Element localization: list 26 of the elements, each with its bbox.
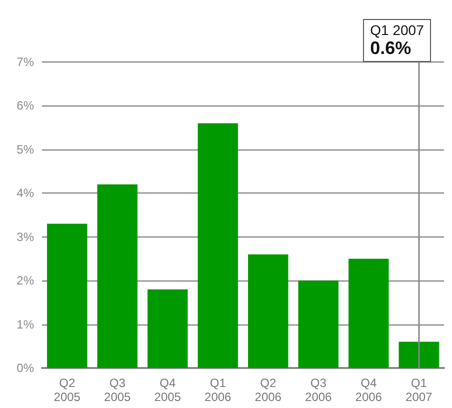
bar — [298, 280, 338, 368]
y-tick-label: 5% — [16, 142, 34, 156]
x-tick-label: Q1 2006 — [204, 376, 232, 404]
y-tick-label: 6% — [16, 98, 34, 113]
x-tick-label: Q1 2007 — [406, 376, 433, 404]
y-tick-label: 3% — [16, 230, 34, 244]
bar — [248, 254, 288, 368]
bar — [398, 342, 439, 368]
bar — [198, 123, 238, 368]
x-tick-label: Q3 2006 — [305, 376, 332, 404]
x-tick-label: Q2 2005 — [54, 376, 81, 404]
y-tick-label: 2% — [16, 274, 34, 288]
bar — [47, 224, 88, 368]
y-tick-label: 7% — [16, 55, 34, 69]
bar — [348, 258, 389, 368]
y-tick-label: 1% — [16, 317, 34, 332]
x-tick-label: Q4 2005 — [154, 376, 182, 404]
x-tick-label: Q3 2005 — [104, 376, 132, 404]
x-tick-label: Q4 2006 — [355, 376, 382, 404]
x-tick-label: Q2 2006 — [254, 376, 282, 404]
text: Q1 2007 — [370, 22, 424, 38]
y-tick-label: 4% — [16, 186, 34, 200]
bar — [97, 184, 138, 368]
y-tick-label: 0% — [16, 361, 34, 375]
bar — [148, 289, 188, 368]
text: 0.6% — [370, 38, 412, 59]
